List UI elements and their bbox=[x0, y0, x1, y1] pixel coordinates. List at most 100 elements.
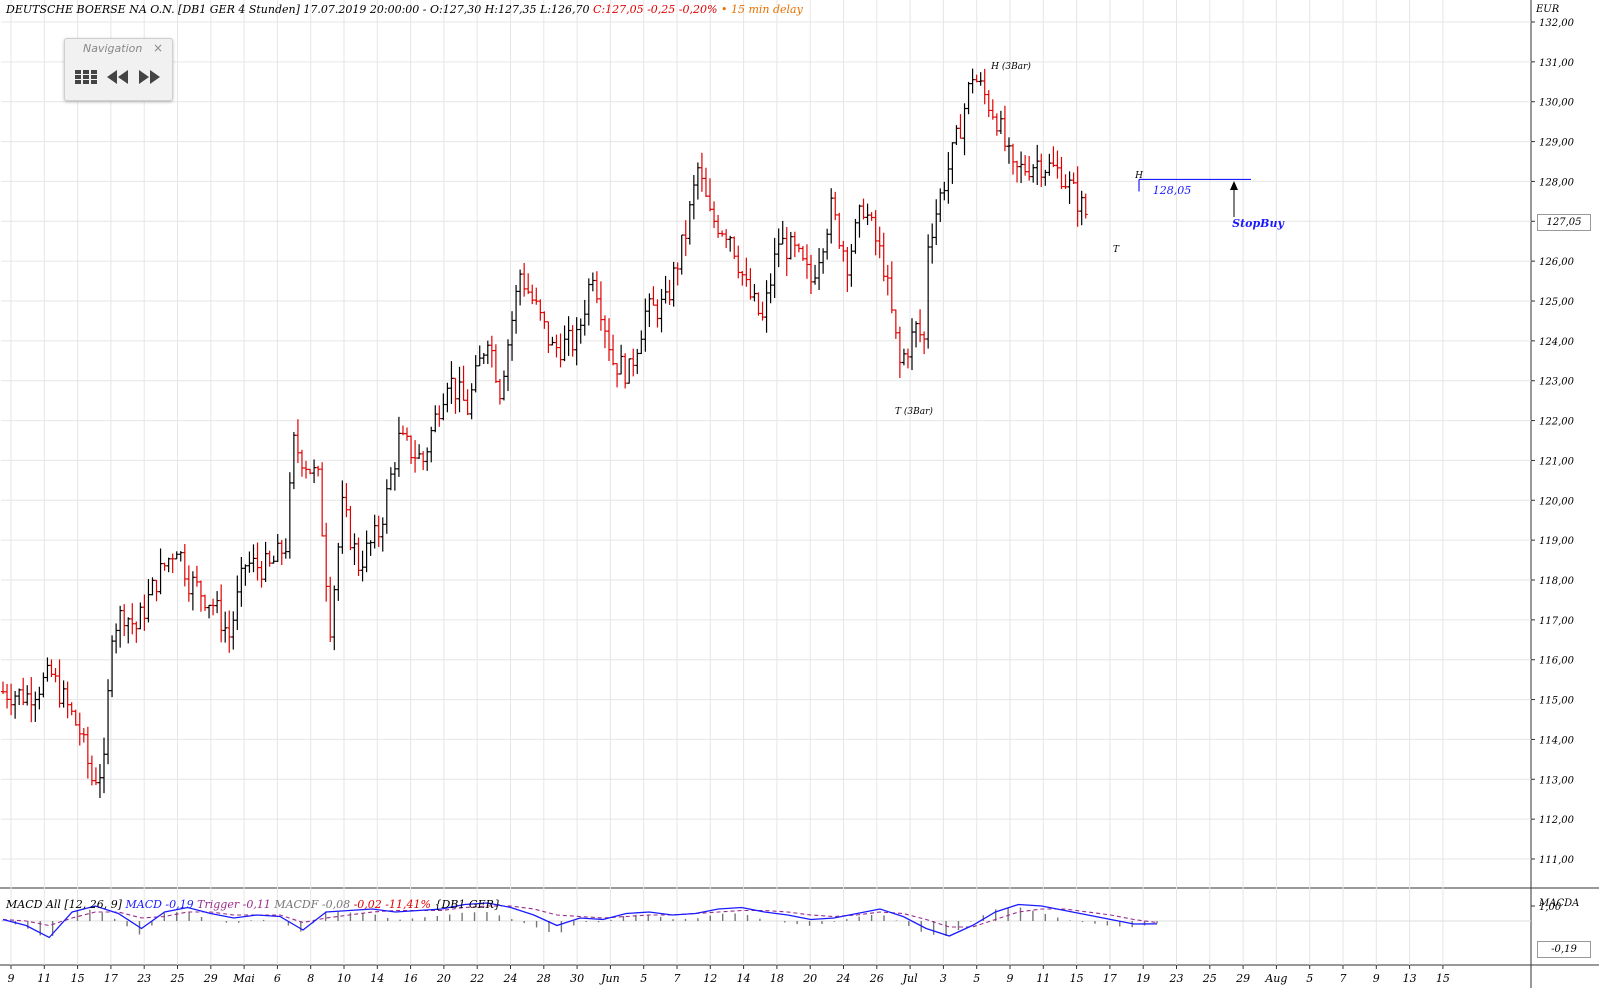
ohlc-bar bbox=[465, 389, 470, 416]
ohlc-bar bbox=[578, 318, 583, 344]
ohlc-bar bbox=[433, 405, 438, 433]
x-tick-label: 23 bbox=[1169, 972, 1184, 985]
ohlc-bar bbox=[352, 533, 357, 566]
ohlc-bar bbox=[316, 465, 321, 477]
macd-diff: -0,02 -11,41% bbox=[353, 898, 431, 911]
ohlc-bar bbox=[837, 212, 842, 249]
ohlc-bar bbox=[946, 152, 951, 204]
y-tick-label: 118,00 bbox=[1539, 576, 1575, 587]
x-tick-label: 18 bbox=[770, 972, 784, 985]
ohlc-bar bbox=[336, 542, 341, 601]
ohlc-bar bbox=[251, 544, 256, 573]
ohlc-bar bbox=[881, 232, 886, 282]
ohlc-bar bbox=[514, 285, 519, 334]
y-tick-label: 120,00 bbox=[1539, 496, 1575, 507]
ohlc-bar bbox=[619, 344, 624, 375]
ohlc-bar bbox=[413, 440, 418, 473]
x-tick-label: Jul bbox=[901, 972, 918, 985]
x-tick-label: 25 bbox=[170, 972, 185, 985]
y-tick-label: 116,00 bbox=[1539, 656, 1575, 667]
ohlc-bar bbox=[1035, 144, 1040, 185]
ohlc-bar bbox=[934, 199, 939, 246]
ohlc-bar bbox=[425, 447, 430, 471]
ohlc-bar bbox=[788, 231, 793, 260]
y-tick-label: 128,00 bbox=[1539, 177, 1575, 188]
ohlc-bar bbox=[215, 591, 220, 614]
y-tick-label: 132,00 bbox=[1539, 18, 1575, 29]
y-tick-label: 114,00 bbox=[1539, 735, 1575, 746]
ohlc-bar bbox=[752, 284, 757, 302]
ohlc-bar bbox=[594, 271, 599, 304]
ohlc-bar bbox=[780, 220, 785, 245]
ohl-values: 17.07.2019 20:00:00 - O:127,30 H:127,35 … bbox=[303, 3, 590, 16]
x-tick-label: 8 bbox=[307, 972, 314, 985]
ohlc-bar bbox=[344, 483, 349, 518]
ohlc-bar bbox=[77, 712, 82, 746]
ohlc-bar bbox=[110, 635, 115, 698]
ohlc-bar bbox=[239, 556, 244, 607]
ohlc-bar bbox=[1006, 137, 1011, 164]
ohlc-bar bbox=[901, 348, 906, 366]
ohlc-bar bbox=[41, 672, 46, 698]
ohlc-bar bbox=[695, 162, 700, 200]
ohlc-bar bbox=[796, 243, 801, 253]
ohlc-bar bbox=[400, 425, 405, 436]
ohlc-bar bbox=[643, 298, 648, 352]
ohlc-bar bbox=[190, 571, 195, 611]
ohlc-bar bbox=[429, 426, 434, 463]
ohlc-bar bbox=[118, 605, 123, 648]
chart-header: DEUTSCHE BOERSE NA O.N. [DB1 GER 4 Stund… bbox=[6, 3, 803, 16]
ohlc-bar bbox=[534, 287, 539, 305]
ohlc-bar bbox=[562, 325, 567, 362]
ohlc-bar bbox=[647, 293, 652, 328]
ohlc-bar bbox=[736, 245, 741, 279]
delay-note: • 15 min delay bbox=[720, 3, 803, 16]
ohlc-bar bbox=[663, 275, 668, 304]
ohlc-bar bbox=[441, 393, 446, 421]
x-tick-label: 5 bbox=[973, 972, 980, 985]
ohlc-bar bbox=[453, 377, 458, 414]
ohlc-bar bbox=[857, 204, 862, 238]
stopbuy-label: StopBuy bbox=[1232, 217, 1285, 230]
ohlc-bar bbox=[324, 522, 329, 602]
ohlc-bar bbox=[89, 755, 94, 786]
ohlc-bar bbox=[683, 220, 688, 257]
ohlc-bar bbox=[384, 479, 389, 534]
pattern-h-label: H bbox=[1134, 171, 1143, 181]
ohlc-bar bbox=[380, 517, 385, 552]
ohlc-bar bbox=[679, 234, 684, 275]
x-tick-label: 15 bbox=[71, 972, 85, 985]
x-tick-label: 23 bbox=[136, 972, 151, 985]
ohlc-bar bbox=[17, 688, 22, 706]
ohlc-bar bbox=[1039, 153, 1044, 187]
ohlc-bar bbox=[970, 68, 975, 94]
x-tick-label: 24 bbox=[503, 972, 518, 985]
stopbuy-arrow-head bbox=[1230, 181, 1238, 190]
ohlc-bar bbox=[295, 419, 300, 463]
instrument-title: DEUTSCHE BOERSE NA O.N. [DB1 GER 4 Stund… bbox=[6, 3, 300, 16]
rewind-icon[interactable] bbox=[105, 66, 131, 88]
ohlc-bar bbox=[728, 235, 733, 252]
ohlc-bar bbox=[25, 685, 30, 706]
ohlc-bar bbox=[611, 334, 616, 366]
fast-forward-icon[interactable] bbox=[136, 66, 162, 88]
grid-icon[interactable] bbox=[73, 66, 99, 88]
ohlc-bar bbox=[81, 728, 86, 743]
last-price-tag: 127,05 bbox=[1537, 214, 1591, 231]
ohlc-bar bbox=[227, 610, 232, 653]
ohlc-bar bbox=[720, 230, 725, 237]
ohlc-bar bbox=[800, 246, 805, 261]
ohlc-bar bbox=[784, 227, 789, 276]
ohlc-bar bbox=[756, 292, 761, 316]
navigation-panel[interactable]: Navigation × bbox=[64, 38, 173, 101]
ohlc-bar bbox=[962, 103, 967, 156]
ohlc-bar bbox=[716, 214, 721, 238]
close-icon[interactable]: × bbox=[152, 41, 163, 55]
pattern-t-label: T bbox=[1113, 245, 1120, 255]
ohlc-bar bbox=[724, 229, 729, 249]
ohlc-bar bbox=[97, 763, 102, 799]
ohlc-bar bbox=[813, 264, 818, 285]
ohlc-bar bbox=[198, 580, 203, 612]
ohlc-bar bbox=[271, 555, 276, 564]
